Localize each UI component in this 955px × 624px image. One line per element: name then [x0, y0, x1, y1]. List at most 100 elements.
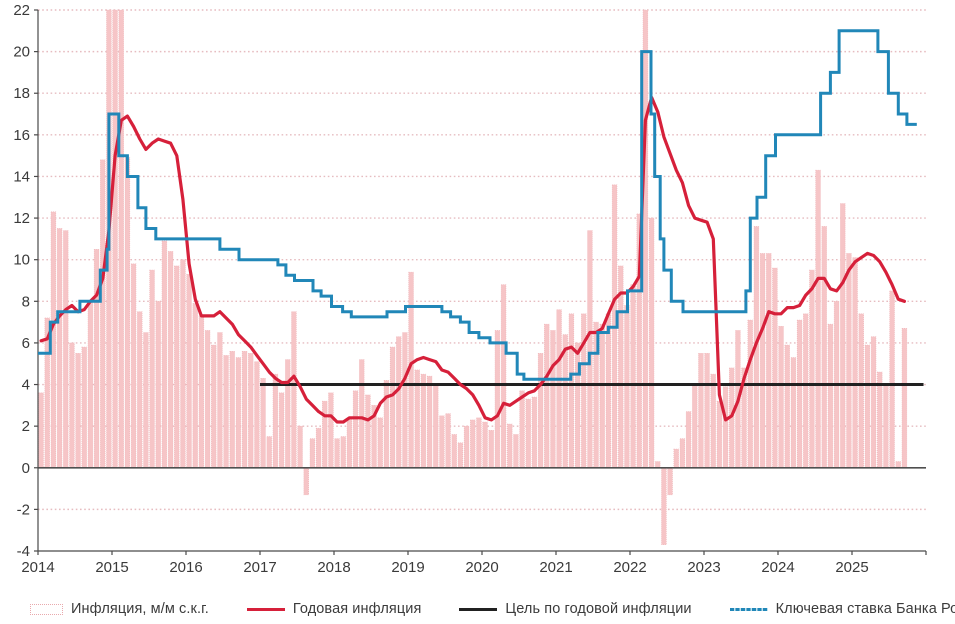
y-axis-tick-label: -2 [17, 501, 30, 518]
monthly-inflation-bar [500, 284, 507, 469]
legend-label: Инфляция, м/м с.к.г. [71, 601, 209, 617]
monthly-inflation-bar [741, 367, 747, 469]
monthly-inflation-bar [858, 313, 864, 469]
monthly-inflation-bar [112, 9, 118, 469]
monthly-inflation-bar [315, 427, 322, 469]
monthly-inflation-bar [877, 371, 883, 469]
monthly-inflation-bar [186, 273, 192, 469]
legend-label: Цель по годовой инфляции [505, 601, 692, 617]
monthly-inflation-bar [722, 386, 729, 469]
monthly-inflation-bar [815, 169, 821, 469]
monthly-inflation-bar [223, 355, 229, 469]
blue-dashed-line-swatch-icon [729, 607, 768, 611]
x-axis-year-label: 2022 [613, 559, 646, 576]
monthly-inflation-bar [198, 315, 205, 469]
x-axis-year-label: 2014 [21, 559, 54, 576]
monthly-inflation-bar [852, 257, 858, 469]
y-axis-tick-label: 12 [13, 210, 30, 227]
monthly-inflation-bar [655, 461, 661, 469]
monthly-inflation-bar [494, 330, 501, 469]
monthly-inflation-bar [63, 230, 69, 469]
monthly-inflation-bar [698, 353, 704, 469]
monthly-inflation-bar [309, 438, 316, 469]
monthly-inflation-bar [642, 9, 649, 469]
x-axis-year-label: 2020 [465, 559, 498, 576]
chart-legend: Инфляция, м/м с.к.г. Годовая инфляция Це… [0, 596, 955, 622]
legend-label: Годовая инфляция [292, 601, 422, 617]
monthly-inflation-bar [673, 448, 679, 469]
monthly-inflation-bar [167, 251, 174, 469]
monthly-inflation-bar [778, 325, 784, 469]
y-axis-tick-label: 10 [13, 252, 30, 269]
y-axis-tick-label: 20 [13, 44, 30, 61]
x-axis-year-label: 2015 [95, 559, 128, 576]
y-axis-tick-label: 6 [22, 335, 30, 352]
legend-item-inflation-target: Цель по годовой инфляции [459, 601, 692, 617]
monthly-inflation-bar [710, 373, 716, 469]
monthly-inflation-bar [118, 9, 124, 469]
monthly-inflation-bar [334, 438, 340, 469]
monthly-inflation-bar [254, 361, 260, 469]
monthly-inflation-bar [507, 423, 513, 469]
monthly-inflation-bar [303, 467, 309, 496]
monthly-inflation-bar [667, 467, 673, 496]
monthly-inflation-bar [248, 353, 254, 469]
monthly-inflation-bar [217, 332, 223, 469]
monthly-inflation-bar [297, 425, 303, 469]
monthly-inflation-bar [371, 405, 377, 469]
legend-item-monthly-inflation: Инфляция, м/м с.к.г. [30, 601, 209, 617]
monthly-inflation-bar [439, 415, 445, 469]
monthly-inflation-bar [550, 330, 556, 469]
monthly-inflation-bar [50, 211, 57, 469]
annual-inflation-line [39, 95, 907, 424]
monthly-inflation-bar [766, 253, 772, 469]
monthly-inflation-bar [124, 157, 131, 469]
y-axis-tick-label: 18 [13, 85, 30, 102]
x-axis-year-label: 2021 [539, 559, 572, 576]
monthly-inflation-bar [161, 240, 168, 469]
x-axis-year-label: 2019 [391, 559, 424, 576]
monthly-inflation-bar [759, 253, 766, 469]
monthly-inflation-bar [155, 301, 161, 469]
key-rate-step-line [38, 29, 917, 381]
y-axis-tick-label: 0 [22, 460, 30, 477]
monthly-inflation-bar [470, 419, 476, 469]
monthly-inflation-bar [278, 392, 285, 469]
monthly-inflation-bar [840, 203, 846, 469]
monthly-inflation-bar [180, 259, 186, 469]
monthly-inflation-bar [204, 330, 211, 469]
monthly-inflation-bar [679, 438, 686, 469]
monthly-inflation-bar [365, 394, 371, 469]
monthly-inflation-bar [525, 398, 531, 469]
monthly-inflation-bar [426, 375, 433, 469]
monthly-inflation-bar [383, 380, 390, 469]
monthly-inflation-bar [747, 319, 753, 469]
monthly-inflation-bar [322, 400, 328, 469]
monthly-inflation-bar [75, 353, 81, 469]
monthly-inflation-bar [636, 213, 642, 469]
monthly-inflation-bar [790, 357, 797, 469]
monthly-inflation-bar [130, 263, 137, 469]
monthly-inflation-bar [377, 417, 383, 469]
monthly-inflation-bar [716, 400, 723, 469]
monthly-inflation-bar [476, 417, 482, 469]
monthly-inflation-bar [581, 313, 587, 469]
monthly-inflation-bar [235, 357, 242, 469]
monthly-inflation-bar [648, 217, 655, 469]
monthly-inflation-bar [513, 434, 519, 469]
monthly-inflation-bar [433, 384, 439, 469]
monthly-inflation-bar [149, 269, 155, 469]
monthly-inflation-bar [692, 384, 698, 469]
monthly-inflation-bar [796, 319, 803, 469]
legend-item-key-rate: Ключевая ставка Банка России [729, 601, 955, 617]
monthly-inflation-bar [531, 396, 538, 469]
monthly-inflation-bar [889, 290, 895, 469]
monthly-inflation-bar [605, 313, 612, 469]
monthly-inflation-bar [883, 384, 889, 469]
monthly-inflation-bar [445, 413, 451, 469]
x-axis-year-label: 2024 [761, 559, 794, 576]
legend-item-annual-inflation: Годовая инфляция [246, 601, 422, 617]
monthly-inflation-bar [340, 436, 346, 469]
